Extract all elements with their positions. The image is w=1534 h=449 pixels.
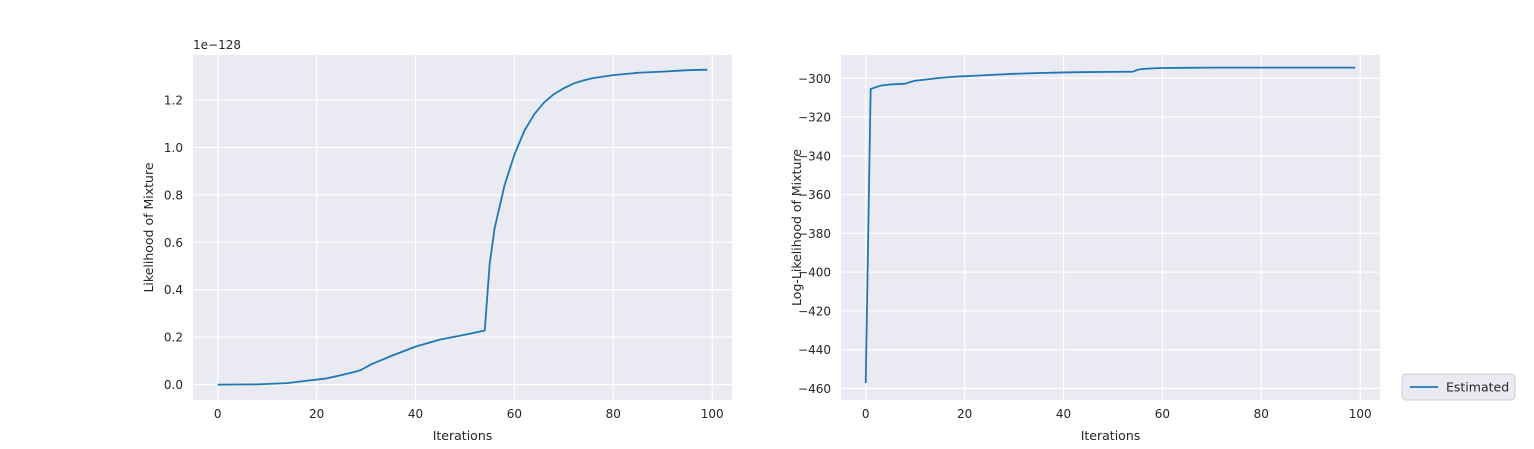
y-tick-label: −440 [798, 343, 831, 357]
y-axis-label: Log-Likelihood of Mixture [789, 149, 804, 306]
x-tick-label: 20 [309, 407, 324, 421]
legend-label: Estimated [1446, 380, 1509, 395]
legend: Estimated [1401, 373, 1516, 401]
y-tick-label: 1.2 [164, 94, 183, 108]
y-tick-label: 0.6 [164, 236, 183, 250]
x-tick-label: 40 [408, 407, 423, 421]
x-tick-label: 100 [701, 407, 724, 421]
x-tick-label: 100 [1349, 407, 1372, 421]
plot-area [841, 55, 1380, 400]
x-axis-label: Iterations [433, 428, 493, 443]
y-axis-label: Likelihood of Mixture [141, 162, 156, 292]
y-tick-label: 0.2 [164, 331, 183, 345]
y-tick-label: 0.8 [164, 188, 183, 202]
offset-label: 1e−128 [193, 38, 241, 52]
x-tick-label: 0 [862, 407, 870, 421]
chart-log-likelihood: 0 20 40 60 80 100 −300 −320 −340 −360 −380 −400 −420… [789, 55, 1380, 443]
x-tick-label: 60 [1155, 407, 1170, 421]
y-tick-label: −460 [798, 382, 831, 396]
series-line [217, 68, 708, 386]
x-axis-label: Iterations [1081, 428, 1141, 443]
x-tick-label: 80 [606, 407, 621, 421]
y-tick-label: −320 [798, 111, 831, 125]
y-tick-label: −420 [798, 304, 831, 318]
y-tick-label: −400 [798, 266, 831, 280]
y-tick-label: −300 [798, 72, 831, 86]
legend-box [1401, 373, 1516, 401]
chart-likelihood: 0 20 40 60 80 100 0.0 0.2 0.4 0.6 0.8 1.0 1.2 Iterati… [141, 38, 732, 443]
x-tick-label: 40 [1056, 407, 1071, 421]
y-tick-label: −380 [798, 227, 831, 241]
y-tick-label: −340 [798, 149, 831, 163]
y-tick-label: −360 [798, 188, 831, 202]
x-tick-label: 20 [957, 407, 972, 421]
y-tick-label: 1.0 [164, 141, 183, 155]
y-tick-label: 0.0 [164, 378, 183, 392]
x-tick-label: 0 [214, 407, 222, 421]
x-tick-label: 60 [507, 407, 522, 421]
series-line [864, 66, 1356, 384]
x-tick-label: 80 [1254, 407, 1269, 421]
plot-area [193, 55, 732, 400]
y-tick-label: 0.4 [164, 283, 183, 297]
